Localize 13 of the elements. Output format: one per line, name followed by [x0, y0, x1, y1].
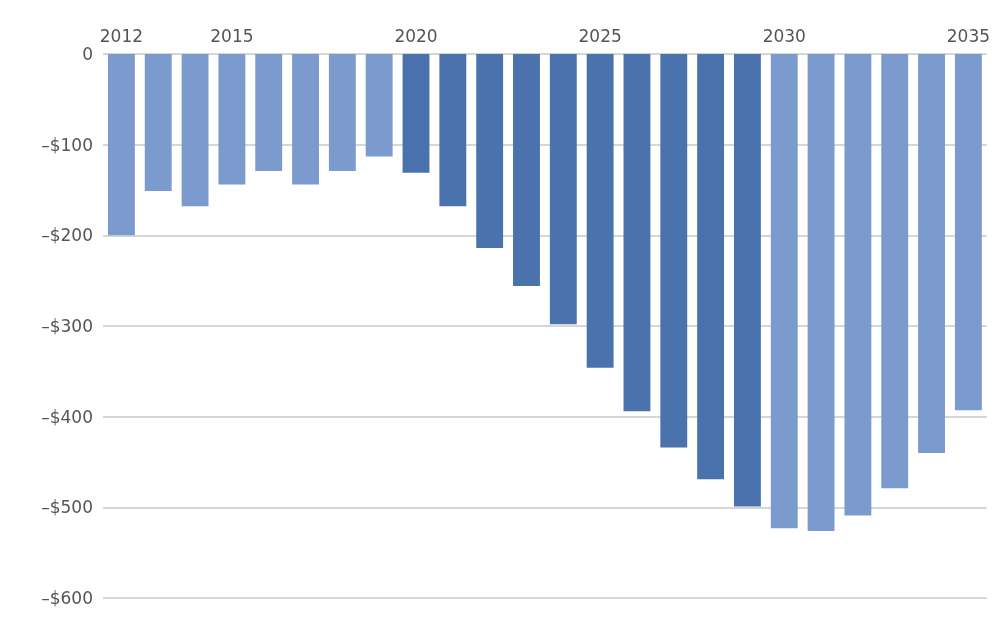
y-tick-label: –$200: [41, 225, 93, 246]
y-tick-label: 0: [82, 44, 93, 64]
y-tick-label: –$400: [41, 406, 93, 427]
x-tick-label: 2020: [394, 25, 438, 46]
x-tick-label: 2012: [99, 25, 144, 46]
x-tick-label: 2035: [946, 25, 991, 46]
x-tick-label: 2025: [578, 25, 622, 46]
y-tick-label: –$600: [41, 588, 93, 608]
y-tick-label: –$500: [41, 497, 93, 518]
x-tick-label: 2030: [762, 25, 806, 46]
y-tick-label: –$100: [41, 134, 93, 155]
y-tick-label: –$300: [41, 316, 93, 336]
x-tick-label: 2015: [210, 25, 254, 46]
